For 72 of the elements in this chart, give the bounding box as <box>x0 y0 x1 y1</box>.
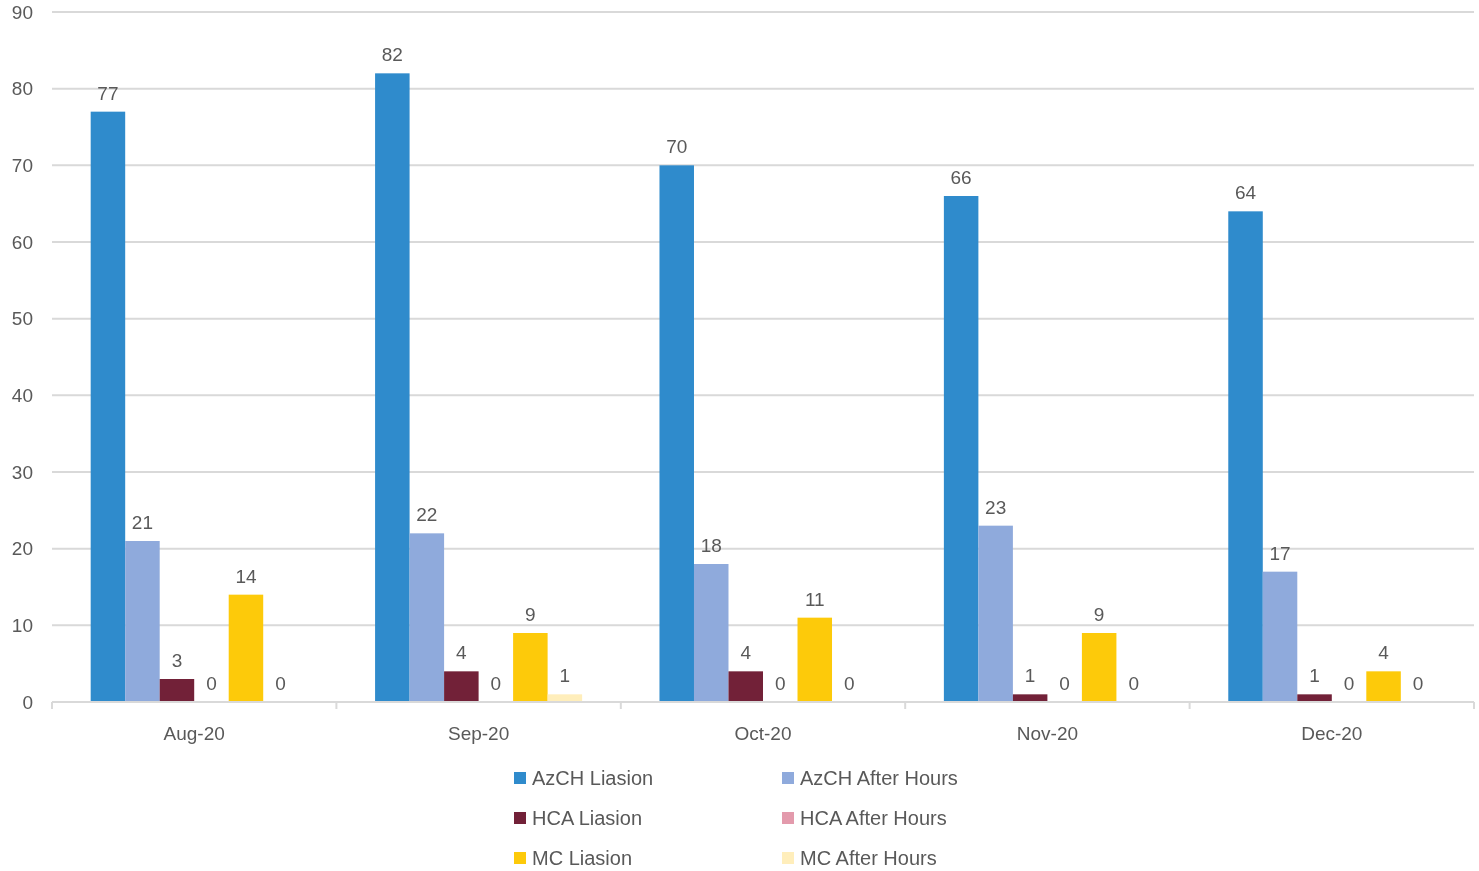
data-label: 0 <box>1343 673 1355 694</box>
data-label: 0 <box>275 673 286 694</box>
data-label: 21 <box>131 512 154 533</box>
bar <box>159 679 195 702</box>
data-label: 64 <box>1234 182 1257 204</box>
bar <box>693 564 729 702</box>
legend-label: AzCH Liasion <box>532 767 654 789</box>
bar <box>1012 694 1048 702</box>
legend-label: AzCH After Hours <box>800 767 958 789</box>
y-tick-label: 0 <box>22 691 33 713</box>
data-label: 0 <box>1412 673 1424 694</box>
y-tick-label: 60 <box>11 231 33 253</box>
bar <box>1366 671 1401 702</box>
bar <box>444 671 479 702</box>
data-label: 0 <box>490 673 502 694</box>
legend-label: MC Liasion <box>532 847 633 869</box>
x-tick-label: Sep-20 <box>447 722 510 744</box>
bar <box>90 111 126 702</box>
data-label: 82 <box>381 44 403 66</box>
y-tick-label: 30 <box>11 461 33 483</box>
data-label: 4 <box>740 642 752 664</box>
data-label: 11 <box>804 588 825 610</box>
y-tick-label: 40 <box>11 384 33 406</box>
data-label: 0 <box>1128 673 1139 694</box>
bar <box>797 617 833 702</box>
x-tick-label: Nov-20 <box>1016 722 1079 744</box>
x-tick-label: Aug-20 <box>163 722 225 744</box>
bar <box>978 525 1013 702</box>
data-label: 66 <box>950 167 972 188</box>
data-label: 4 <box>456 642 468 664</box>
data-label: 0 <box>774 673 786 694</box>
y-tick-label: 90 <box>11 1 33 23</box>
data-label: 9 <box>525 604 536 625</box>
bar <box>228 594 264 702</box>
data-label: 22 <box>416 504 438 526</box>
data-label: 17 <box>1269 542 1291 564</box>
data-label: 1 <box>559 665 571 687</box>
bar <box>659 165 694 702</box>
legend-label: MC After Hours <box>800 847 937 869</box>
data-label: 0 <box>843 673 855 694</box>
y-tick-label: 50 <box>11 308 33 330</box>
data-label: 4 <box>1378 642 1390 664</box>
data-label: 0 <box>1059 673 1070 694</box>
y-tick-label: 70 <box>11 154 33 176</box>
bar <box>409 533 445 702</box>
data-label: 14 <box>235 565 257 587</box>
bar <box>728 671 763 702</box>
data-label: 77 <box>97 82 119 104</box>
data-label: 0 <box>206 673 217 694</box>
data-label: 70 <box>666 136 688 158</box>
bar <box>375 73 410 702</box>
data-label: 1 <box>1309 665 1320 687</box>
y-tick-label: 10 <box>11 614 33 636</box>
data-label: 9 <box>1093 604 1105 625</box>
x-tick-label: Dec-20 <box>1301 722 1363 744</box>
bar <box>1228 211 1263 702</box>
data-label: 18 <box>700 535 722 556</box>
bar <box>547 694 583 702</box>
y-tick-label: 20 <box>11 538 33 560</box>
bar <box>513 633 548 702</box>
bar <box>943 196 979 702</box>
bar <box>1081 633 1117 702</box>
data-label: 1 <box>1024 665 1036 687</box>
legend-label: HCA Liasion <box>532 807 643 829</box>
bar <box>1297 694 1332 702</box>
bar <box>1262 571 1298 702</box>
legend-label: HCA After Hours <box>800 807 947 829</box>
data-label: 3 <box>171 650 183 671</box>
y-tick-label: 80 <box>11 78 33 100</box>
data-label: 23 <box>985 496 1007 518</box>
bar <box>125 541 160 702</box>
x-tick-label: Oct-20 <box>734 722 792 744</box>
